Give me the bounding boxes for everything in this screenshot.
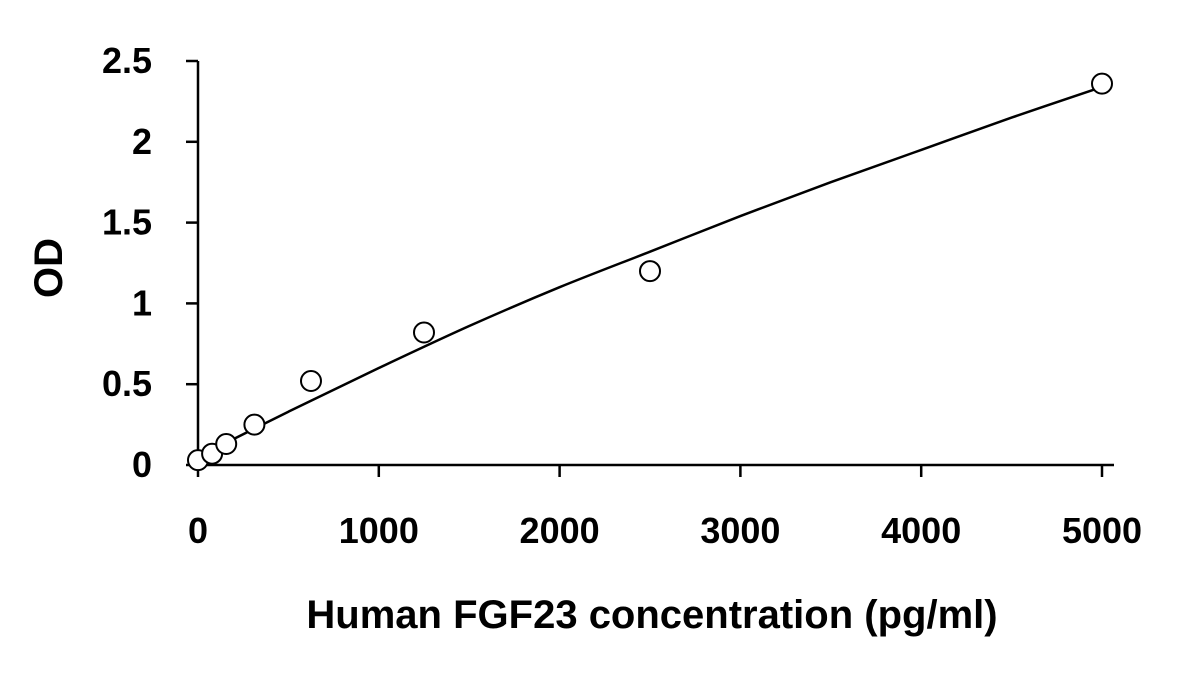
y-tick-label: 0.5 bbox=[102, 363, 152, 404]
y-tick-label: 2 bbox=[132, 121, 152, 162]
y-axis-title: OD bbox=[27, 238, 71, 298]
x-tick-label: 1000 bbox=[339, 510, 419, 551]
fit-curve bbox=[197, 85, 1103, 459]
data-point bbox=[300, 369, 322, 392]
fit-curve-group bbox=[197, 85, 1103, 459]
y-tick-label: 1.5 bbox=[102, 202, 152, 243]
x-tick-label: 0 bbox=[188, 510, 208, 551]
x-axis: 0 1000 2000 3000 4000 5000 bbox=[188, 463, 1142, 551]
y-tick-label: 1 bbox=[132, 282, 152, 323]
x-tick-label: 2000 bbox=[520, 510, 600, 551]
x-tick-label: 5000 bbox=[1062, 510, 1142, 551]
x-axis-title: Human FGF23 concentration (pg/ml) bbox=[306, 593, 997, 637]
data-point bbox=[1091, 72, 1113, 95]
data-point bbox=[243, 413, 266, 436]
y-axis: 0 0.5 1 1.5 2 2.5 bbox=[102, 40, 200, 485]
data-point bbox=[413, 321, 435, 344]
data-point bbox=[639, 260, 661, 283]
data-points-group bbox=[187, 72, 1113, 472]
y-tick-label: 2.5 bbox=[102, 40, 152, 81]
x-tick-label: 3000 bbox=[700, 510, 780, 551]
x-tick-label: 4000 bbox=[881, 510, 961, 551]
y-tick-label: 0 bbox=[132, 444, 152, 485]
data-point bbox=[215, 432, 238, 455]
